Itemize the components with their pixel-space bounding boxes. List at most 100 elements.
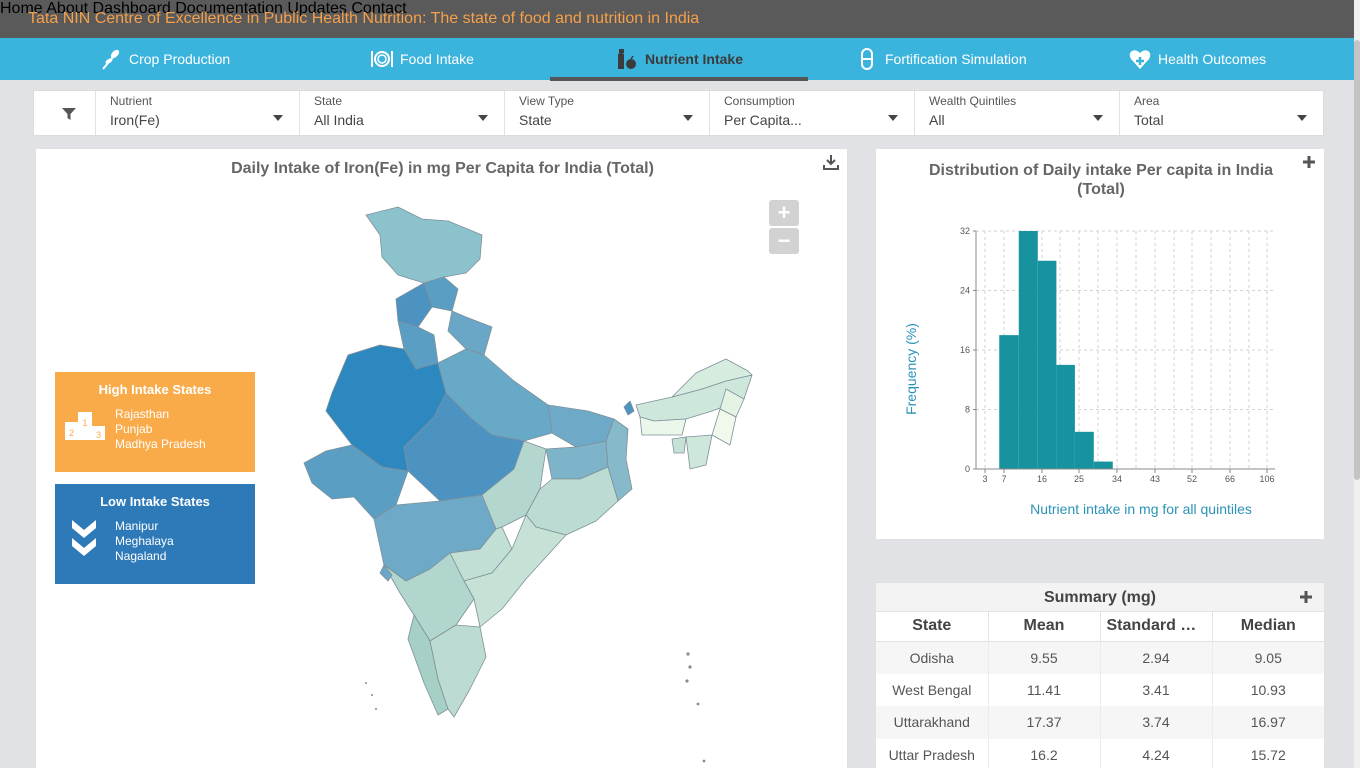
tab-crop-production[interactable]: Crop Production — [99, 38, 230, 80]
low-state-2: Meghalaya — [115, 534, 174, 548]
filter-label: Wealth Quintiles — [929, 94, 1017, 108]
nav-home[interactable]: Home — [0, 0, 43, 17]
chevron-down-icon — [888, 115, 898, 121]
state-karnataka — [383, 552, 475, 642]
state-punjab — [395, 282, 433, 328]
filter-value: Per Capita... — [724, 112, 802, 128]
x-tick-label: 66 — [1225, 474, 1235, 484]
column-median[interactable]: Median — [1212, 612, 1324, 642]
nav-updates[interactable]: Updates — [287, 0, 347, 17]
wealth-quintiles-select[interactable]: Wealth Quintiles All — [915, 91, 1120, 135]
tab-label: Health Outcomes — [1158, 51, 1267, 67]
y-tick-label: 16 — [960, 345, 970, 355]
filter-value: All — [929, 112, 945, 128]
funnel-icon — [62, 108, 76, 120]
histogram-bar — [1018, 231, 1038, 469]
zoom-in-button[interactable]: + — [769, 200, 799, 226]
area-select[interactable]: Area Total — [1120, 91, 1323, 135]
state-andhra-pradesh — [463, 514, 567, 628]
filter-value: All India — [314, 112, 364, 128]
high-intake-legend: High Intake States 2 1 3 Rajasthan Punja… — [55, 372, 255, 472]
summary-title: Summary (mg) — [876, 583, 1324, 612]
island-dot — [371, 694, 373, 696]
tab-health-outcomes[interactable]: Health Outcomes — [1128, 38, 1266, 80]
histogram-bar — [1074, 431, 1094, 469]
low-intake-title: Low Intake States — [100, 494, 210, 509]
table-row: Odisha 9.55 2.94 9.05 — [876, 641, 1324, 674]
low-state-1: Manipur — [115, 519, 159, 533]
histogram-bar — [999, 335, 1019, 469]
cell-median: 10.93 — [1250, 681, 1286, 698]
cell-mean: 17.37 — [988, 706, 1101, 739]
state-sikkim — [623, 400, 635, 416]
consumption-select[interactable]: Consumption Per Capita... — [710, 91, 915, 135]
low-state-3: Nagaland — [115, 549, 167, 563]
column-mean[interactable]: Mean — [988, 612, 1101, 642]
state-select[interactable]: State All India — [300, 91, 505, 135]
zoom-out-button[interactable]: − — [769, 228, 799, 254]
histogram-bar — [1093, 461, 1113, 469]
cell-mean: 11.41 — [988, 673, 1101, 706]
tab-label: Fortification Simulation — [885, 51, 1027, 67]
nav-about[interactable]: About — [46, 0, 89, 17]
capsule-icon — [861, 48, 873, 70]
state-bihar — [547, 404, 615, 448]
state-tamil-nadu — [429, 624, 487, 718]
nav-documentation[interactable]: Documentation — [175, 0, 283, 17]
filter-label: View Type — [519, 94, 574, 108]
tab-food-intake[interactable]: Food Intake — [370, 38, 474, 80]
chevron-down-icon — [1297, 115, 1307, 121]
chevron-down-icon — [478, 115, 488, 121]
page-scrollbar[interactable] — [1354, 0, 1360, 768]
nutrient-select[interactable]: Nutrient Iron(Fe) — [96, 91, 300, 135]
state-goa — [379, 564, 393, 582]
chevron-down-icon — [683, 115, 693, 121]
scrollbar-thumb[interactable] — [1354, 40, 1360, 480]
state-meghalaya — [639, 416, 687, 436]
expand-plus-icon[interactable] — [1301, 154, 1317, 170]
column-state[interactable]: State — [876, 612, 989, 642]
india-choropleth-map[interactable] — [36, 149, 849, 768]
filter-toggle[interactable] — [34, 91, 96, 135]
x-tick-label: 25 — [1074, 474, 1084, 484]
x-tick-label: 3 — [982, 474, 987, 484]
cell-sd: 4.24 — [1100, 738, 1213, 768]
histogram-chart: 0 8 16 24 32 3 7 16 25 34 43 52 66 106 Nutrient intake… — [903, 226, 1275, 517]
cell-median: 15.72 — [1250, 746, 1286, 763]
column-standard-deviation[interactable]: Standard Deviation — [1100, 612, 1213, 642]
view-type-select[interactable]: View Type State — [505, 91, 710, 135]
y-tick-label: 0 — [965, 464, 970, 474]
site-title[interactable]: Tata NIN Centre of Excellence in Public … — [28, 10, 700, 27]
high-intake-title: High Intake States — [98, 382, 212, 397]
filter-label: Consumption — [724, 94, 795, 108]
cell-state: Uttar Pradesh — [876, 738, 989, 768]
expand-plus-icon[interactable] — [1298, 589, 1314, 605]
tab-nutrient-intake[interactable]: Nutrient Intake — [550, 38, 808, 81]
download-icon[interactable] — [823, 154, 839, 170]
y-tick-label: 8 — [965, 405, 970, 415]
tab-label: Food Intake — [400, 51, 474, 67]
cell-sd: 2.94 — [1100, 641, 1213, 674]
cell-median: 9.05 — [1212, 641, 1324, 674]
y-axis-label: Frequency (%) — [903, 323, 919, 415]
x-tick-label: 106 — [1259, 474, 1274, 484]
y-tick-label: 32 — [960, 226, 970, 236]
x-axis-label: Nutrient intake in mg for all quintiles — [1030, 501, 1252, 517]
x-tick-label: 43 — [1150, 474, 1160, 484]
summary-table: State Mean Standard Deviation Median Odi… — [876, 612, 1324, 768]
state-uttarakhand — [447, 310, 493, 356]
state-manipur — [711, 408, 737, 446]
nav-dashboard[interactable]: Dashboard — [92, 0, 171, 17]
table-header-row: State Mean Standard Deviation Median — [876, 612, 1324, 642]
cell-state: Uttarakhand — [876, 706, 989, 739]
state-arunachal — [671, 358, 753, 398]
top-header: Tata NIN Centre of Excellence in Public … — [0, 0, 1360, 38]
high-state-3: Madhya Pradesh — [115, 437, 206, 451]
nav-contact[interactable]: Contact — [351, 0, 407, 17]
map-panel: Daily Intake of Iron(Fe) in mg Per Capit… — [35, 148, 848, 768]
tab-label: Crop Production — [129, 51, 231, 67]
chevrons-down-icon — [72, 520, 96, 556]
podium-first: 1 — [82, 418, 87, 428]
tab-fortification-simulation[interactable]: Fortification Simulation — [855, 38, 1027, 80]
cell-sd: 3.74 — [1100, 706, 1213, 739]
